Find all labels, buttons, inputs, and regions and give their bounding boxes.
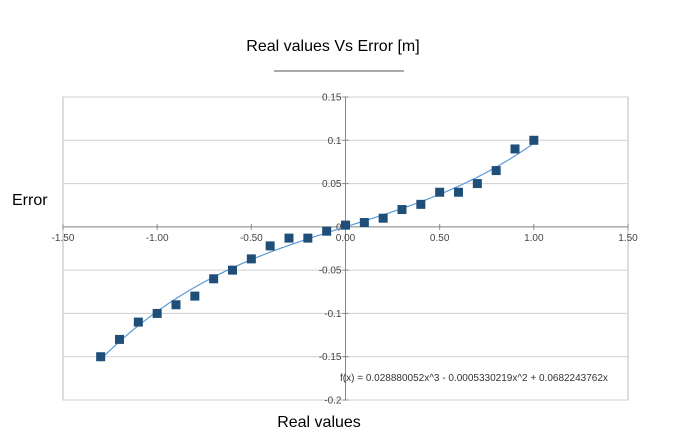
x-tick-label: 0.00 (336, 233, 356, 244)
data-point (491, 166, 501, 176)
data-point (359, 218, 369, 228)
y-axis-title: Error (12, 192, 48, 209)
x-tick-label: 0.50 (430, 233, 450, 244)
y-tick-label: -0.1 (324, 309, 342, 320)
data-point (397, 205, 407, 215)
y-tick-label: -0.15 (319, 352, 342, 363)
data-point (472, 179, 482, 189)
data-point (284, 233, 294, 243)
y-tick-label: -0.2 (324, 396, 342, 407)
data-point (454, 187, 463, 197)
x-axis-title: Real values (277, 414, 361, 431)
y-tick-label: 0 (336, 222, 342, 233)
data-point (341, 220, 350, 230)
data-point (529, 135, 539, 145)
data-points (96, 135, 539, 362)
data-point (190, 291, 200, 301)
data-point (416, 199, 426, 209)
x-tick-labels: -1.50 -1.00 -0.50 0.00 0.50 1.00 1.50 (52, 223, 638, 244)
trend-equation: f(x) = 0.028880052x^3 - 0.0005330219x^2 … (340, 373, 608, 384)
data-point (171, 300, 181, 310)
x-tick-label: 1.00 (524, 233, 544, 244)
data-point (378, 213, 388, 223)
data-point (133, 317, 143, 327)
y-tick-label: 0.05 (322, 179, 342, 190)
data-point (303, 233, 313, 243)
data-point (115, 334, 124, 344)
data-point (265, 241, 275, 251)
y-tick-label: 0.1 (328, 136, 342, 147)
data-point (246, 254, 256, 264)
x-tick-label: 1.50 (618, 233, 638, 244)
chart-title: Real values Vs Error [m] (246, 38, 419, 55)
data-point (96, 352, 106, 362)
x-tick-label: -1.00 (146, 233, 169, 244)
y-tick-label: 0.15 (322, 93, 342, 104)
y-tick-label: -0.05 (319, 266, 342, 277)
data-point (510, 144, 520, 154)
x-tick-label: -0.50 (240, 233, 263, 244)
data-point (152, 308, 162, 318)
data-point (322, 226, 332, 236)
data-point (228, 265, 237, 275)
x-tick-label: -1.50 (52, 233, 75, 244)
data-point (209, 274, 219, 284)
data-point (435, 187, 445, 197)
